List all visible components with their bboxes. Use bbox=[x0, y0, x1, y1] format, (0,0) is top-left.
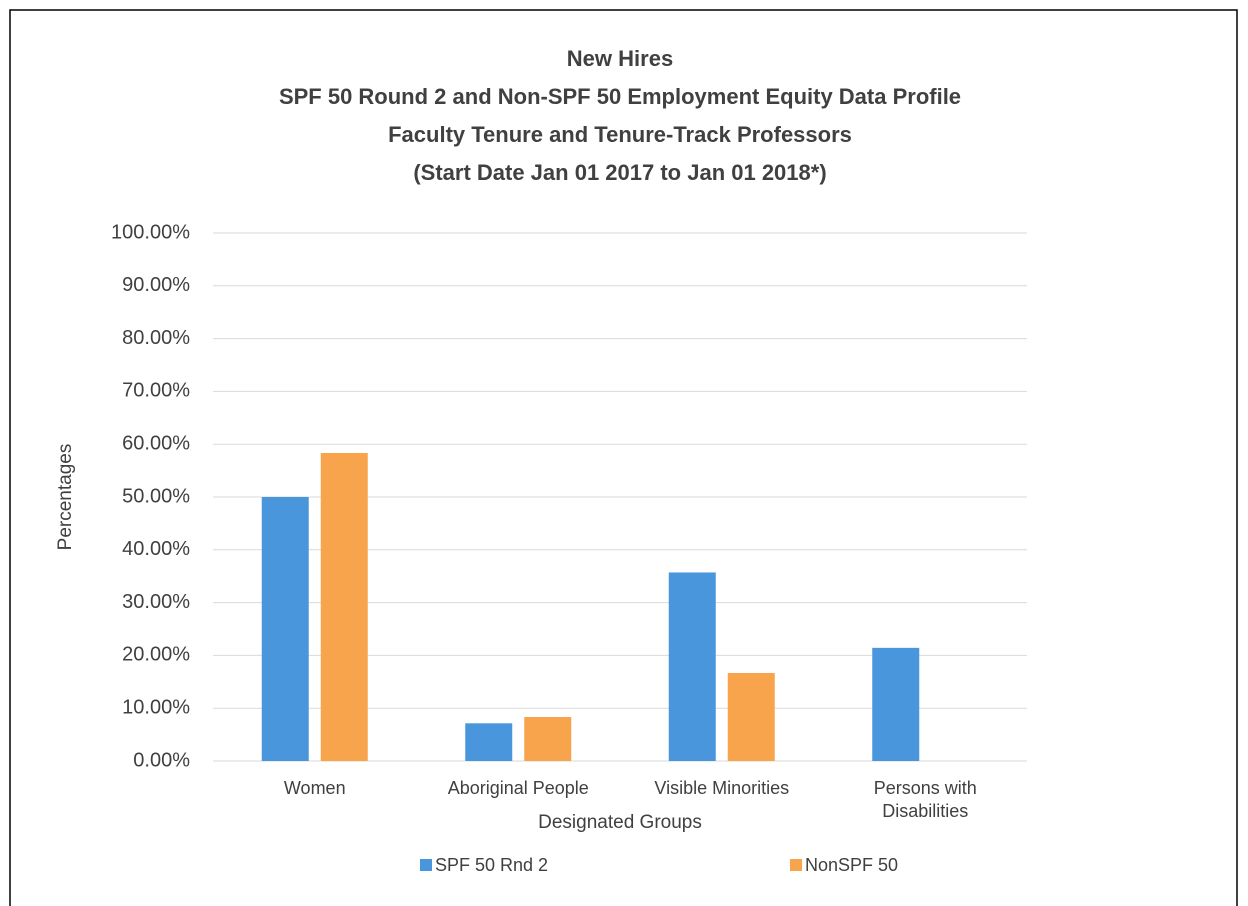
chart-title: Faculty Tenure and Tenure-Track Professo… bbox=[388, 122, 852, 147]
bar bbox=[320, 453, 368, 761]
chart-title: (Start Date Jan 01 2017 to Jan 01 2018*) bbox=[413, 160, 826, 185]
y-axis-title: Percentages bbox=[55, 444, 76, 551]
chart-title: New Hires bbox=[567, 46, 673, 71]
bar bbox=[727, 672, 775, 761]
bar bbox=[465, 723, 513, 761]
y-tick-label: 80.00% bbox=[122, 327, 190, 349]
chart-border bbox=[9, 9, 1238, 906]
x-tick-label: Aboriginal People bbox=[447, 778, 589, 798]
legend-label: SPF 50 Rnd 2 bbox=[435, 855, 548, 875]
y-tick-label: 70.00% bbox=[122, 380, 190, 402]
x-tick-label: Women bbox=[283, 778, 346, 798]
bar bbox=[872, 647, 920, 761]
y-tick-label: 100.00% bbox=[111, 221, 190, 243]
x-tick-label: Persons with Disabilities bbox=[873, 778, 977, 821]
bar bbox=[668, 572, 716, 761]
y-tick-label: 30.00% bbox=[122, 591, 190, 613]
y-tick-label: 40.00% bbox=[122, 538, 190, 560]
legend-swatch bbox=[790, 859, 802, 871]
y-tick-label: 50.00% bbox=[122, 485, 190, 507]
x-tick-label: Visible Minorities bbox=[654, 778, 790, 798]
bar bbox=[261, 497, 309, 761]
y-tick-label: 0.00% bbox=[133, 749, 190, 771]
y-tick-label: 20.00% bbox=[122, 644, 190, 666]
y-tick-label: 60.00% bbox=[122, 432, 190, 454]
y-tick-label: 90.00% bbox=[122, 274, 190, 296]
y-tick-label: 10.00% bbox=[122, 696, 190, 718]
legend-label: NonSPF 50 bbox=[805, 855, 898, 875]
bar bbox=[524, 717, 572, 761]
legend-swatch bbox=[420, 859, 432, 871]
x-axis-title: Designated Groups bbox=[538, 812, 702, 833]
chart-title: SPF 50 Round 2 and Non-SPF 50 Employment… bbox=[279, 84, 961, 109]
